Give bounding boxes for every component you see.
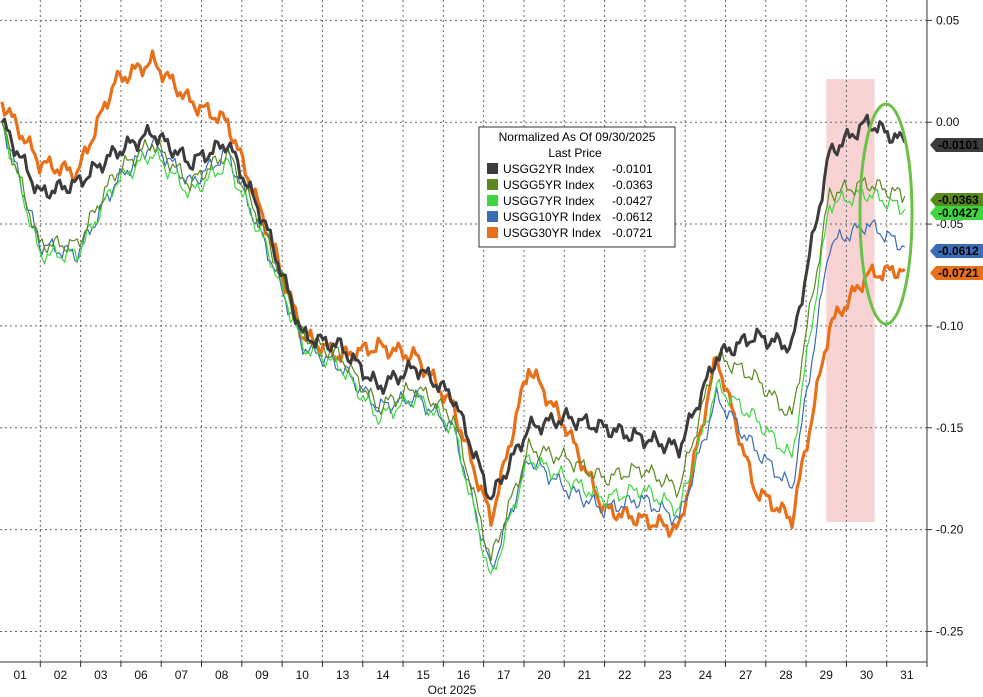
last-price-tag-text: -0.0427 (938, 206, 979, 220)
legend-series-last: -0.0612 (612, 210, 653, 224)
legend-series-name: USGG5YR Index (503, 178, 594, 192)
legend-items: USGG2YR Index -0.0101 USGG5YR Index -0.0363… (487, 162, 653, 240)
x-tick-label: 08 (215, 668, 229, 682)
last-price-tag-bg (930, 193, 983, 207)
legend-series-last: -0.0363 (612, 178, 653, 192)
x-tick-label: 23 (658, 668, 672, 682)
green-ellipse-annotation (858, 102, 914, 326)
x-tick-label: 03 (94, 668, 108, 682)
legend-subtitle: Last Price (548, 146, 602, 160)
x-tick-label: 02 (54, 668, 68, 682)
last-price-tag-bg (930, 206, 983, 220)
x-tick-label: 15 (417, 668, 431, 682)
y-tick-label: -0.25 (936, 624, 964, 638)
y-tick-label: -0.10 (936, 319, 964, 333)
x-tick-label: 31 (900, 668, 914, 682)
legend-series-name: USGG2YR Index (503, 162, 594, 176)
legend-series-name: USGG10YR Index (503, 210, 601, 224)
x-tick-label: 01 (13, 668, 27, 682)
series-line-2 (1, 122, 906, 575)
x-tick-label: 27 (739, 668, 753, 682)
x-tick-label: 10 (296, 668, 310, 682)
last-price-tag-bg (930, 138, 983, 152)
x-tick-label: 28 (779, 668, 793, 682)
series-line-0 (0, 113, 907, 501)
legend-series-last: -0.0721 (612, 226, 653, 240)
x-tick-label: 07 (175, 668, 189, 682)
y-tick-label: -0.15 (936, 421, 964, 435)
y-axis-ticks: 0.05 0.00 -0.05 -0.10 -0.15 -0.20 -0.25 (927, 13, 964, 638)
legend-series-name: USGG7YR Index (503, 194, 594, 208)
last-price-tag-bg (930, 266, 983, 280)
last-price-tag-text: -0.0721 (938, 266, 979, 280)
legend-swatch (487, 227, 498, 238)
legend-box (478, 126, 676, 248)
series-lines (0, 49, 907, 575)
last-price-tag-text: -0.0363 (938, 193, 979, 207)
x-tick-label: 06 (134, 668, 148, 682)
x-tick-label: 14 (376, 668, 390, 682)
x-tick-label: 17 (497, 668, 511, 682)
x-tick-label: 29 (820, 668, 834, 682)
x-tick-label: 30 (860, 668, 874, 682)
last-price-tag-bg (930, 244, 983, 258)
x-axis-label: Oct 2025 (428, 683, 477, 697)
x-tick-label: 20 (537, 668, 551, 682)
legend-series-name: USGG30YR Index (503, 226, 601, 240)
x-tick-label: 09 (255, 668, 269, 682)
y-tick-label: -0.20 (936, 523, 964, 537)
legend-series-last: -0.0427 (612, 194, 653, 208)
x-axis-ticks: 01 02 03 06 07 08 09 10 13 14 15 16 17 20 21 22 23 24 27 28… (13, 662, 928, 682)
legend-swatch (487, 211, 498, 222)
legend-title: Normalized As Of 09/30/2025 (499, 130, 656, 144)
x-tick-label: 24 (699, 668, 713, 682)
series-line-1 (1, 121, 906, 562)
legend-swatch (487, 195, 498, 206)
y-tick-label: 0.00 (936, 115, 960, 129)
legend-swatch (487, 179, 498, 190)
legend-swatch (487, 163, 498, 174)
legend: Normalized As Of 09/30/2025 Last Price U… (478, 126, 676, 248)
x-tick-label: 22 (618, 668, 632, 682)
series-line-4 (0, 49, 906, 538)
x-tick-label: 21 (578, 668, 592, 682)
x-tick-label: 16 (457, 668, 471, 682)
last-price-tag-text: -0.0612 (938, 244, 979, 258)
last-price-tags: -0.0101 -0.0363-0.0427 -0.0612 -0.0721 (930, 138, 983, 280)
legend-series-last: -0.0101 (612, 162, 653, 176)
last-price-tag-text: -0.0101 (938, 138, 979, 152)
y-tick-label: -0.05 (936, 217, 964, 231)
y-tick-label: 0.05 (936, 13, 960, 27)
x-tick-label: 13 (336, 668, 350, 682)
